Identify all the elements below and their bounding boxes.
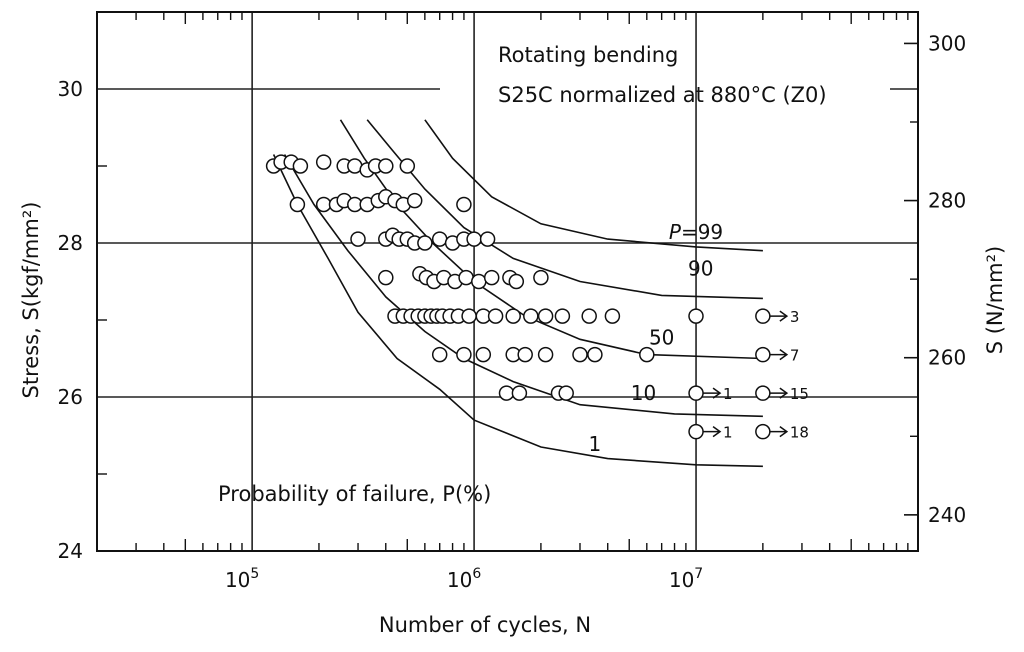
data-point	[399, 158, 416, 174]
data-point	[604, 308, 621, 324]
runout-circle	[755, 385, 771, 401]
data-point	[456, 346, 472, 363]
data-point	[458, 269, 474, 286]
plot-frame	[96, 11, 919, 552]
runout-count: 3	[790, 308, 800, 326]
data-point	[581, 308, 597, 324]
data-point	[315, 154, 332, 170]
data-point	[517, 346, 533, 363]
y2-tick-label: 240	[928, 503, 966, 527]
runout-arrowhead	[712, 387, 722, 399]
data-point	[406, 192, 423, 209]
curve-label: 90	[688, 256, 713, 280]
runout-marker: 1	[688, 423, 733, 442]
data-point	[508, 273, 525, 290]
x-tick-label: 106	[447, 566, 481, 592]
data-point	[533, 269, 549, 286]
runout-arrowhead	[712, 426, 722, 438]
data-points	[265, 154, 704, 401]
runout-circle	[755, 308, 771, 324]
runout-count: 15	[790, 385, 809, 403]
curve-10	[283, 154, 763, 418]
y2-tick-label: 260	[928, 346, 966, 370]
runout-count: 1	[723, 385, 733, 403]
runout-marker: 18	[755, 423, 809, 442]
data-point	[292, 158, 309, 174]
data-point	[537, 308, 554, 324]
curve-P-99	[424, 119, 763, 252]
data-point	[475, 346, 492, 363]
runout-marker: 7	[755, 346, 800, 365]
data-point	[350, 231, 366, 247]
data-point	[505, 308, 521, 324]
runout-circle	[688, 385, 704, 401]
y2-tick-label: 280	[928, 189, 966, 213]
x-tick-label: 107	[669, 566, 703, 592]
data-point	[688, 308, 704, 324]
curve-label: P=99	[669, 220, 723, 244]
runout-marker: 15	[755, 385, 809, 403]
y-tick-label: 26	[58, 385, 83, 409]
data-point	[487, 308, 504, 324]
runout-markers: 3 7 1 15 1 18	[688, 308, 809, 442]
y-tick-label: 24	[58, 539, 83, 563]
runout-circle	[688, 423, 704, 440]
data-point	[378, 158, 394, 174]
curve-1	[272, 154, 763, 468]
data-point	[572, 346, 588, 363]
y2-axis-title: S (N/mm²)	[983, 246, 1007, 355]
y-tick-label: 30	[58, 77, 83, 101]
data-point	[431, 231, 448, 247]
y2-tick-label: 300	[928, 31, 966, 55]
data-point	[431, 346, 448, 363]
runout-circle	[755, 346, 771, 363]
y-axis-title: Stress, S(kgf/mm²)	[19, 202, 43, 399]
runout-arrowhead	[779, 349, 789, 361]
data-point	[456, 196, 472, 213]
data-point	[498, 385, 515, 401]
runout-count: 18	[790, 424, 809, 442]
data-point	[523, 308, 539, 324]
runout-arrowhead	[779, 387, 789, 399]
data-point	[471, 273, 487, 290]
data-point	[417, 235, 433, 251]
data-point	[315, 196, 332, 213]
chart-title: Rotating bending	[498, 43, 678, 67]
chart-subtitle: S25C normalized at 880°C (Z0)	[498, 83, 827, 107]
runout-count: 1	[723, 424, 733, 442]
data-point	[479, 231, 496, 247]
probability-annotation: Probability of failure, P(%)	[218, 482, 491, 506]
data-point	[554, 308, 571, 324]
data-point	[483, 269, 500, 286]
x-axis-title: Number of cycles, N	[379, 613, 591, 637]
curve-label: 10	[631, 381, 656, 405]
data-point	[461, 308, 477, 324]
data-point	[558, 385, 574, 401]
curve-label: 50	[649, 326, 674, 350]
data-point	[639, 346, 655, 363]
data-point	[466, 231, 482, 247]
data-point	[511, 385, 528, 401]
y-tick-label: 28	[58, 231, 83, 255]
runout-arrowhead	[779, 426, 789, 438]
x-tick-label: 105	[225, 566, 259, 592]
data-point	[587, 346, 603, 363]
runout-arrowhead	[779, 310, 789, 322]
runout-count: 7	[790, 347, 800, 365]
runout-marker: 3	[755, 308, 800, 326]
curve-label: 1	[588, 432, 601, 456]
runout-circle	[755, 423, 771, 440]
runout-marker: 1	[688, 385, 733, 403]
data-point	[378, 269, 394, 286]
data-point	[289, 196, 306, 213]
data-point	[537, 346, 554, 363]
